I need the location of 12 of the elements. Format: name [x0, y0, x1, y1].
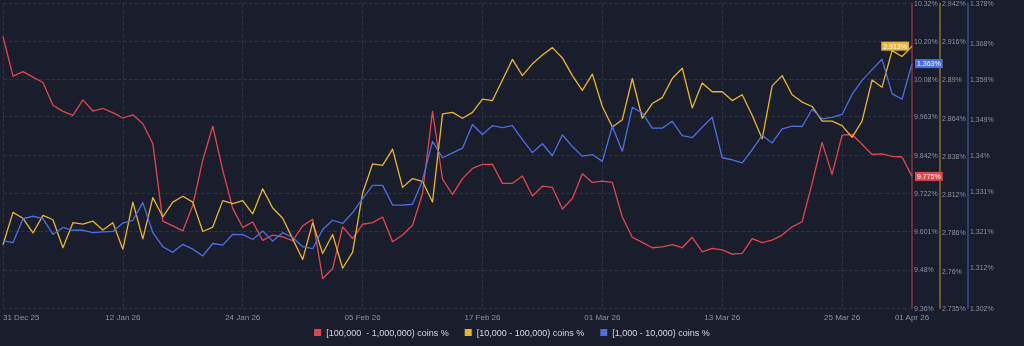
x-tick-label: 13 Mar 26: [704, 312, 741, 322]
x-tick-label: 05 Feb 26: [344, 312, 382, 322]
legend-label: [1,000 - 10,000) coins %: [612, 327, 710, 338]
x-tick-label: 12 Jan 26: [105, 312, 141, 322]
x-tick-label: 01 Mar 26: [584, 312, 621, 322]
x-tick-label: 31 Dec 25: [3, 312, 41, 322]
x-tick-label: 17 Feb 26: [464, 312, 502, 322]
x-tick-label: 25 Mar 26: [824, 312, 861, 322]
x-tick-label: 24 Jan 26: [225, 312, 261, 322]
legend-label: [10,000 - 100,000) coins %: [476, 327, 585, 338]
x-tick-label: 01 Apr 26: [894, 312, 930, 322]
legend-label: [100,000 - 1,000,000) coins %: [326, 327, 449, 338]
